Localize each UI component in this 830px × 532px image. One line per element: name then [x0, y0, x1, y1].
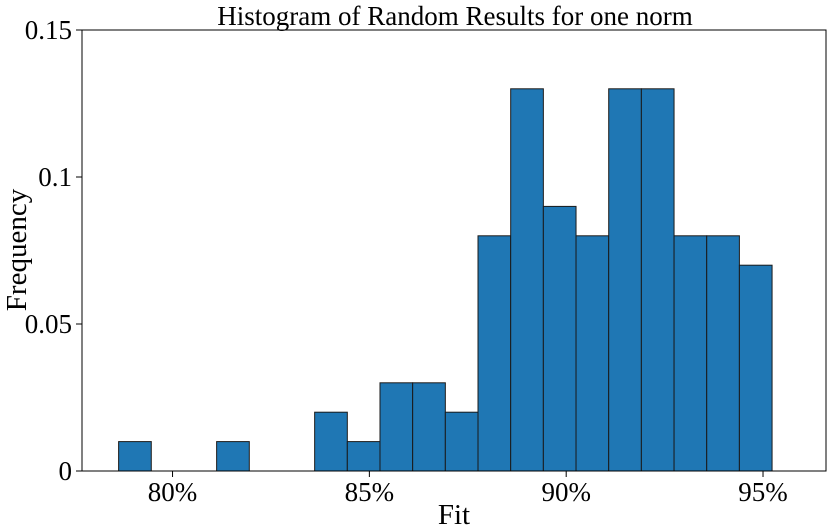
- x-axis-ticks: 80% 85% 90% 95%: [148, 471, 788, 507]
- x-axis-label: Fit: [438, 499, 470, 531]
- histogram-bar: [640, 88, 675, 472]
- x-tick-label: 80%: [148, 477, 198, 507]
- y-axis-label: Frequency: [1, 188, 33, 311]
- x-tick-label: 90%: [541, 477, 591, 507]
- bars-group: [118, 88, 773, 472]
- histogram-bar: [738, 264, 773, 472]
- histogram-bar: [477, 235, 512, 472]
- y-tick-label: 0: [59, 456, 73, 486]
- histogram-bar: [379, 382, 414, 472]
- y-tick-label: 0.05: [25, 309, 72, 339]
- histogram-bar: [118, 441, 152, 472]
- histogram-bar: [673, 235, 708, 472]
- histogram-bar: [444, 411, 479, 472]
- histogram-bar: [314, 411, 348, 472]
- y-axis-ticks: 0 0.05 0.1 0.15: [25, 15, 82, 486]
- histogram-bar: [346, 441, 381, 472]
- histogram-bar: [216, 441, 250, 472]
- x-tick-label: 95%: [738, 477, 788, 507]
- y-tick-label: 0.15: [25, 15, 72, 45]
- histogram-bar: [542, 205, 577, 472]
- chart-title: Histogram of Random Results for one norm: [217, 1, 692, 31]
- x-tick-label: 85%: [345, 477, 395, 507]
- histogram-bar: [412, 382, 446, 472]
- histogram-bar: [608, 88, 642, 472]
- histogram-bar: [706, 235, 740, 472]
- plot-frame: [81, 29, 827, 472]
- y-tick-label: 0.1: [38, 162, 72, 192]
- histogram-bar: [510, 88, 544, 472]
- histogram-bar: [575, 235, 610, 472]
